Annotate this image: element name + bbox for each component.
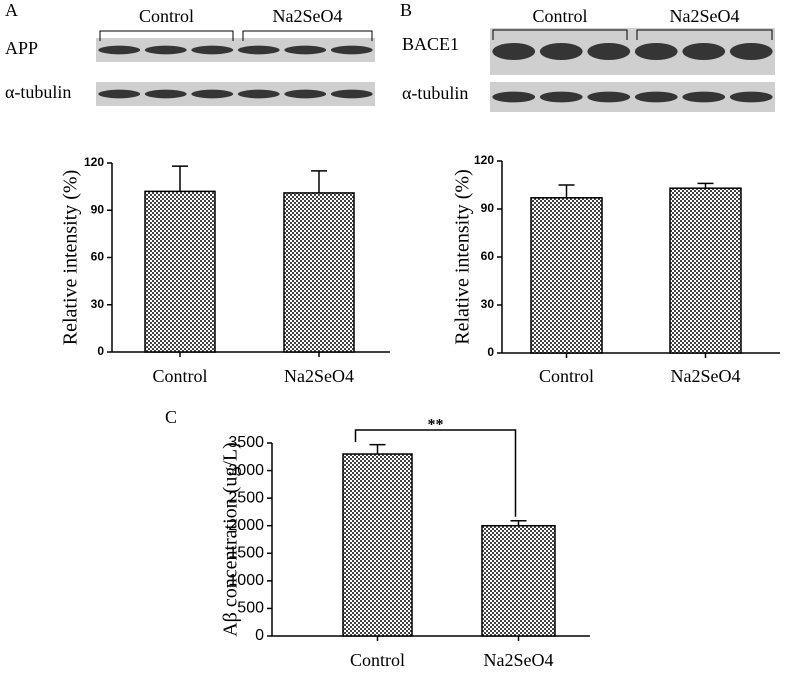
blot-band [330, 45, 373, 55]
y-tick-label: 1000 [228, 572, 264, 589]
blot-band [587, 43, 631, 60]
group-bracket [99, 30, 234, 41]
panel-label: B [400, 0, 412, 20]
blot-band [237, 89, 280, 99]
group-label: Control [139, 6, 194, 26]
x-tick-label: Na2SeO4 [671, 366, 741, 386]
y-tick-label: 3500 [228, 434, 264, 451]
blot-band [144, 89, 187, 99]
x-tick-label: Control [539, 366, 594, 386]
blot-band [492, 43, 536, 60]
blot-band [144, 45, 187, 55]
x-tick-label: Na2SeO4 [484, 650, 554, 670]
blot-row-label: α-tubulin [5, 82, 71, 102]
bar [481, 524, 556, 637]
blot-band [634, 43, 678, 60]
group-bracket [636, 29, 773, 40]
y-tick-label: 3000 [228, 462, 264, 479]
panel-label: C [165, 407, 177, 427]
bar [283, 192, 355, 353]
blot-band [191, 89, 234, 99]
blot-band [539, 43, 583, 60]
blot-band [539, 91, 583, 103]
blot-band [330, 89, 373, 99]
blot-band [634, 91, 678, 103]
blot-row-label: BACE1 [402, 34, 459, 54]
blot-band [98, 89, 141, 99]
group-label: Na2SeO4 [670, 6, 740, 26]
y-tick-label: 60 [91, 250, 105, 264]
y-tick-label: 0 [97, 344, 104, 358]
group-bracket [492, 29, 628, 40]
blot-band [682, 91, 726, 103]
panel-label: A [5, 0, 18, 20]
blot-strip [96, 38, 375, 62]
bar [144, 190, 216, 353]
blot-band [284, 89, 327, 99]
y-tick-label: 60 [481, 249, 495, 263]
blot-band [492, 91, 536, 103]
blot-band [191, 45, 234, 55]
blot-row-label: APP [5, 38, 38, 58]
blot-band [729, 43, 773, 60]
bar [342, 453, 413, 637]
bar [669, 187, 742, 354]
y-axis-label: Aβ concentration (ug/L) [220, 442, 242, 637]
blot-strip [490, 82, 775, 112]
blot-strip [96, 82, 375, 106]
y-tick-label: 120 [474, 153, 494, 167]
group-bracket [242, 30, 373, 41]
blot-band [682, 43, 726, 60]
blot-band [98, 45, 141, 55]
x-tick-label: Na2SeO4 [284, 366, 354, 386]
y-tick-label: 30 [481, 297, 495, 311]
y-tick-label: 90 [91, 202, 105, 216]
y-tick-label: 0 [255, 627, 264, 644]
y-tick-label: 1500 [228, 545, 264, 562]
y-axis-label: Relative intensity (%) [60, 170, 82, 346]
blot-strip [490, 28, 775, 75]
y-tick-label: 90 [481, 201, 495, 215]
y-axis-label: Relative intensity (%) [452, 169, 474, 345]
blot-band [237, 45, 280, 55]
group-label: Na2SeO4 [273, 6, 343, 26]
blot-band [587, 91, 631, 103]
x-tick-label: Control [350, 650, 405, 670]
bar [530, 197, 603, 354]
group-label: Control [532, 6, 587, 26]
blot-band [284, 45, 327, 55]
y-tick-label: 2500 [228, 489, 264, 506]
significance-bracket [354, 429, 517, 517]
significance-label: ** [428, 417, 444, 434]
y-tick-label: 2000 [228, 517, 264, 534]
y-tick-label: 500 [237, 600, 264, 617]
y-tick-label: 30 [91, 297, 105, 311]
y-tick-label: 0 [487, 345, 494, 359]
blot-band [729, 91, 773, 103]
x-tick-label: Control [152, 366, 207, 386]
blot-row-label: α-tubulin [402, 83, 468, 103]
y-tick-label: 120 [84, 155, 104, 169]
